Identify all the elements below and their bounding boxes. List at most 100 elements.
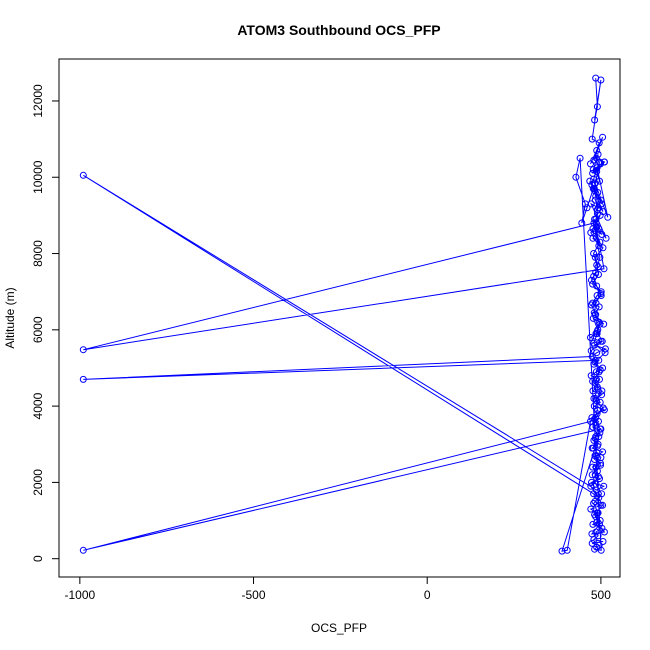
data-point [589, 423, 597, 431]
data-point [592, 311, 600, 319]
data-point [558, 547, 566, 555]
data-point [590, 490, 598, 498]
data-point [581, 200, 589, 208]
data-point [596, 253, 604, 261]
series-line [83, 78, 609, 552]
data-point [590, 272, 598, 280]
data-point [572, 173, 580, 181]
data-point [587, 334, 594, 341]
data-point [596, 177, 603, 185]
y-tick-label: 10000 [31, 160, 45, 194]
data-point [598, 391, 606, 399]
data-point [592, 299, 600, 307]
data-point [595, 433, 603, 441]
data-point [594, 263, 602, 271]
data-point [578, 219, 586, 227]
data-point [593, 492, 601, 500]
data-point [591, 456, 599, 463]
data-point [591, 253, 599, 261]
y-tick-label: 2000 [31, 469, 45, 496]
data-point [586, 177, 594, 185]
data-point [588, 301, 595, 309]
data-point [593, 406, 601, 414]
data-point [593, 328, 601, 336]
data-point [598, 387, 606, 395]
data-point [592, 219, 600, 227]
data-point [589, 185, 597, 193]
data-point [587, 505, 595, 513]
data-point [593, 261, 601, 269]
data-point [596, 320, 604, 328]
data-point [598, 490, 606, 498]
data-point [593, 206, 601, 214]
data-point [592, 396, 600, 404]
data-point [589, 280, 597, 288]
data-point [595, 473, 602, 481]
data-point [593, 103, 601, 111]
data-point [590, 219, 598, 227]
data-point [563, 546, 571, 554]
data-point [589, 520, 597, 528]
data-point [599, 133, 607, 141]
y-tick-label: 6000 [31, 316, 45, 343]
y-tick-label: 4000 [31, 392, 45, 419]
data-point [587, 417, 594, 425]
data-point [79, 546, 87, 554]
data-point [599, 244, 607, 252]
data-point [596, 429, 604, 437]
data-point [604, 213, 612, 221]
data-point [592, 375, 600, 383]
y-axis-label: Altitude (m) [3, 287, 17, 348]
data-point [593, 147, 601, 154]
data-point [594, 532, 602, 540]
data-point [600, 528, 608, 536]
data-point [599, 501, 607, 509]
data-point [588, 276, 595, 284]
data-point [587, 482, 595, 490]
data-point [592, 368, 600, 376]
data-point [597, 454, 605, 462]
data-point [592, 463, 600, 471]
data-point [589, 444, 597, 452]
data-point [596, 425, 604, 433]
data-point [590, 436, 598, 444]
data-point [576, 154, 584, 162]
data-point [595, 356, 603, 364]
data-point [79, 375, 87, 383]
data-point [600, 320, 608, 328]
data-point [594, 150, 602, 158]
data-point [591, 116, 599, 124]
data-point [591, 187, 599, 195]
data-point [590, 416, 598, 423]
data-point [597, 546, 605, 554]
data-point [590, 250, 598, 257]
data-point [598, 231, 606, 238]
data-point [589, 166, 597, 174]
data-point [595, 225, 603, 233]
data-point [599, 538, 607, 545]
data-point [592, 528, 600, 536]
data-point [589, 463, 597, 471]
data-point [593, 292, 601, 299]
x-tick-label: -500 [242, 588, 266, 602]
data-point [596, 398, 604, 406]
data-point [590, 339, 598, 347]
data-point [587, 347, 595, 355]
data-point [601, 349, 609, 357]
data-point [597, 76, 605, 84]
data-point [592, 215, 600, 223]
data-point [594, 509, 602, 517]
data-point [588, 135, 596, 143]
data-series [79, 74, 612, 555]
data-point [591, 435, 599, 442]
data-point [593, 330, 601, 338]
data-point [597, 461, 604, 469]
y-tick-label: 8000 [31, 240, 45, 267]
data-point [595, 368, 603, 376]
data-point [588, 471, 596, 479]
data-point [79, 171, 87, 179]
data-point [79, 346, 87, 354]
data-point [595, 139, 603, 147]
data-point [583, 204, 591, 212]
